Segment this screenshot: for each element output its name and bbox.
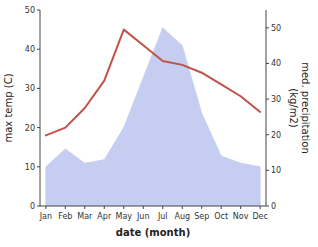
y-tick-label: 20 xyxy=(25,124,35,133)
y2-tick-label: 40 xyxy=(271,59,281,68)
y2-tick-label: 30 xyxy=(271,95,281,104)
x-tick xyxy=(84,206,85,209)
area xyxy=(46,28,260,206)
chart: Jan Feb Mar Apr MayJun Jul Aug Sep Oct NovDec 0 10 2… xyxy=(0,0,318,247)
x-tick xyxy=(221,206,222,209)
y-tick-label: 10 xyxy=(25,163,35,172)
x-tick-label: May xyxy=(116,212,133,221)
y2-tick xyxy=(266,206,269,207)
x-tick xyxy=(143,206,144,209)
x-tick-label: Jul xyxy=(157,212,168,221)
y2-tick xyxy=(266,134,269,135)
plot-area xyxy=(46,28,260,206)
x-tick-label: Apr xyxy=(97,212,112,221)
line xyxy=(46,30,260,136)
y2-tick xyxy=(266,63,269,64)
y-tick-label: 40 xyxy=(25,45,35,54)
y2-axis-label-line: med. precipitation xyxy=(300,62,311,154)
y-tick-label: 0 xyxy=(30,202,35,211)
y-tick xyxy=(37,88,40,89)
y-tick-label: 30 xyxy=(25,84,35,93)
y2-tick-label: 50 xyxy=(271,24,281,33)
y2-tick-label: 10 xyxy=(271,166,281,175)
x-tick xyxy=(201,206,202,209)
y2-tick xyxy=(266,170,269,171)
x-tick-label: Jan xyxy=(39,212,52,221)
x-tick-label: Sep xyxy=(194,212,209,221)
y2-tick-label: 20 xyxy=(271,131,281,140)
y-tick xyxy=(37,166,40,167)
x-tick xyxy=(123,206,124,209)
y2-axis-label: med. precipitation(kg/m2) xyxy=(288,62,311,154)
x-tick-label: Oct xyxy=(214,212,228,221)
x-tick xyxy=(182,206,183,209)
x-tick-label: Jun xyxy=(136,212,150,221)
y-axis-line xyxy=(40,10,41,206)
y2-tick xyxy=(266,99,269,100)
x-tick xyxy=(45,206,46,209)
x-tick-label: Nov xyxy=(233,212,249,221)
x-tick-label: Feb xyxy=(58,212,72,221)
x-axis-line xyxy=(40,206,266,207)
y2-axis-label-line: (kg/m2) xyxy=(288,88,299,128)
y2-tick-label: 0 xyxy=(271,202,276,211)
y-tick xyxy=(37,10,40,11)
y2-axis-line xyxy=(266,10,267,206)
x-tick xyxy=(65,206,66,209)
x-tick-label: Aug xyxy=(174,212,190,221)
x-tick xyxy=(162,206,163,209)
y-tick xyxy=(37,49,40,50)
x-tick xyxy=(260,206,261,209)
x-tick-label: Dec xyxy=(252,212,267,221)
y-tick-label: 50 xyxy=(25,6,35,15)
y-tick xyxy=(37,127,40,128)
y-axis-label: max temp (C) xyxy=(3,73,14,142)
x-axis-label: date (month) xyxy=(116,227,190,238)
y2-tick xyxy=(266,27,269,28)
x-tick xyxy=(104,206,105,209)
x-tick xyxy=(240,206,241,209)
x-tick-label: Mar xyxy=(77,212,93,221)
y-tick xyxy=(37,206,40,207)
